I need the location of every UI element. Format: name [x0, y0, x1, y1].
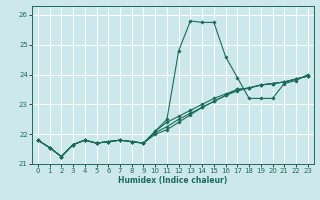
X-axis label: Humidex (Indice chaleur): Humidex (Indice chaleur)	[118, 176, 228, 185]
